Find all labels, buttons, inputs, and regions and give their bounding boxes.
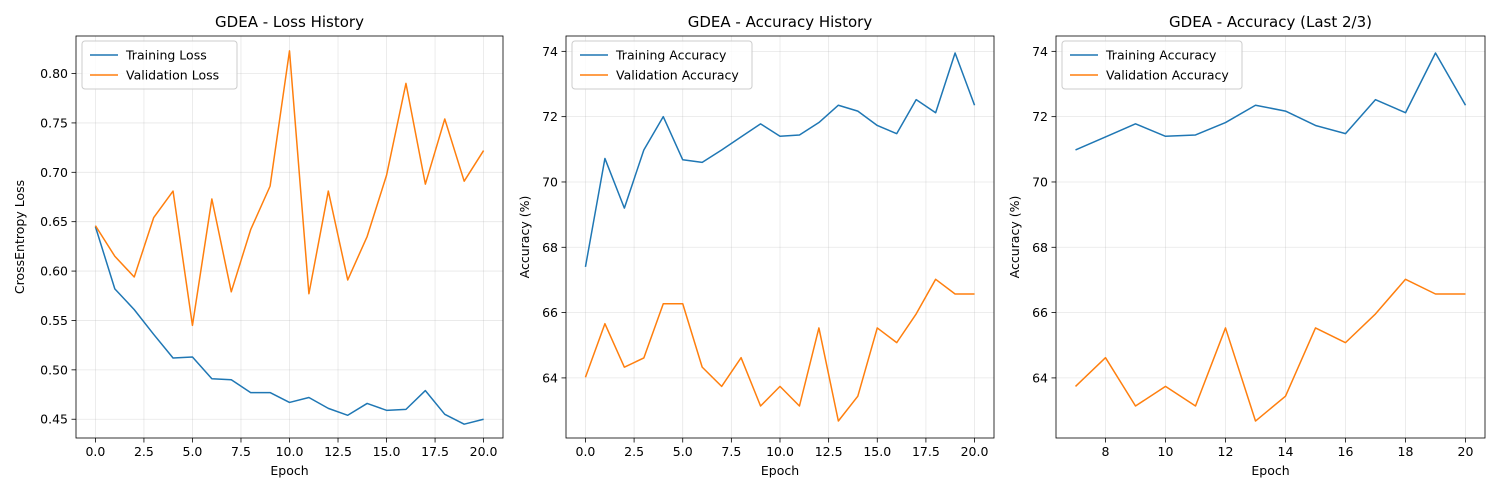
legend: Training Accuracy Validation Accuracy bbox=[571, 40, 753, 90]
y-tick-label: 64 bbox=[542, 370, 558, 385]
legend-label: Training Loss bbox=[125, 48, 207, 63]
x-tick-label: 14 bbox=[1278, 444, 1294, 459]
x-axis-label: Epoch bbox=[270, 463, 308, 478]
y-tick-label: 66 bbox=[542, 305, 558, 320]
x-tick-label: 7.5 bbox=[721, 444, 741, 459]
y-tick-label: 0.45 bbox=[40, 412, 68, 427]
x-tick-label: 5.0 bbox=[673, 444, 693, 459]
x-tick-label: 7.5 bbox=[231, 444, 251, 459]
x-tick-label: 15.0 bbox=[863, 444, 891, 459]
x-tick-label: 15.0 bbox=[373, 444, 401, 459]
chart-title: GDEA - Accuracy (Last 2/3) bbox=[1169, 13, 1372, 31]
x-tick-label: 5.0 bbox=[183, 444, 203, 459]
y-tick-label: 0.60 bbox=[40, 264, 68, 279]
y-tick-label: 66 bbox=[1032, 305, 1048, 320]
series-line-training-accuracy bbox=[1075, 52, 1467, 151]
x-tick-label: 2.5 bbox=[134, 444, 154, 459]
legend-label: Training Accuracy bbox=[1105, 48, 1217, 63]
series-line-validation-loss bbox=[94, 50, 485, 327]
series-line-training-loss bbox=[94, 226, 484, 425]
plot-frame bbox=[1055, 35, 1486, 439]
x-tick-label: 10.0 bbox=[766, 444, 794, 459]
chart-title: GDEA - Accuracy History bbox=[688, 13, 873, 31]
y-tick-label: 0.75 bbox=[40, 115, 68, 130]
y-tick-label: 0.80 bbox=[40, 66, 68, 81]
y-tick-label: 68 bbox=[1032, 240, 1048, 255]
legend: Training Loss Validation Loss bbox=[81, 40, 238, 90]
x-tick-label: 12 bbox=[1218, 444, 1234, 459]
x-tick-label: 20.0 bbox=[470, 444, 498, 459]
x-tick-label: 0.0 bbox=[576, 444, 596, 459]
x-tick-label: 10 bbox=[1158, 444, 1174, 459]
x-tick-label: 0.0 bbox=[85, 444, 105, 459]
legend-box bbox=[1061, 40, 1243, 90]
y-tick-label: 68 bbox=[542, 240, 558, 255]
chart-panel-2: 0.0 2.5 5.0 7.5 10.0 12.5 15.0 17.5 20.0 64 66 68 70… bbox=[517, 13, 995, 478]
x-tick-label: 20.0 bbox=[961, 444, 989, 459]
x-tick-label: 17.5 bbox=[421, 444, 449, 459]
chart-panel-1: 0.0 2.5 5.0 7.5 10.0 12.5 15.0 17.5 20.0 0.45 0.50… bbox=[12, 13, 504, 478]
legend-box bbox=[81, 40, 238, 90]
legend-label: Validation Accuracy bbox=[1106, 68, 1229, 83]
y-axis-label: CrossEntropy Loss bbox=[12, 180, 27, 294]
legend-label: Validation Accuracy bbox=[616, 68, 739, 83]
x-tick-label: 8 bbox=[1102, 444, 1110, 459]
series-line-validation-accuracy bbox=[1074, 278, 1466, 422]
y-tick-label: 0.70 bbox=[40, 165, 68, 180]
series-line-training-accuracy bbox=[584, 52, 976, 268]
x-tick-label: 18 bbox=[1398, 444, 1414, 459]
x-tick-label: 12.5 bbox=[324, 444, 352, 459]
x-axis-label: Epoch bbox=[761, 463, 799, 478]
series-line-validation-accuracy bbox=[584, 278, 975, 422]
chart-title: GDEA - Loss History bbox=[215, 13, 364, 31]
y-tick-label: 70 bbox=[542, 174, 558, 189]
chart-panel-3: 8 10 12 14 16 18 20 64 66 68 70 72 74 GDEA - Accuracy… bbox=[1007, 13, 1486, 478]
legend: Training Accuracy Validation Accuracy bbox=[1061, 40, 1243, 90]
x-tick-label: 12.5 bbox=[815, 444, 843, 459]
y-tick-label: 64 bbox=[1032, 370, 1048, 385]
y-tick-label: 0.55 bbox=[40, 313, 68, 328]
y-tick-label: 0.65 bbox=[40, 214, 68, 229]
x-tick-label: 10.0 bbox=[276, 444, 304, 459]
y-tick-label: 70 bbox=[1032, 174, 1048, 189]
y-tick-label: 74 bbox=[542, 44, 558, 59]
x-tick-label: 16 bbox=[1338, 444, 1354, 459]
y-tick-label: 72 bbox=[1032, 109, 1048, 124]
y-axis-label: Accuracy (%) bbox=[517, 196, 532, 279]
x-axis-label: Epoch bbox=[1251, 463, 1289, 478]
y-tick-label: 0.50 bbox=[40, 362, 68, 377]
y-tick-label: 74 bbox=[1032, 44, 1048, 59]
legend-label: Validation Loss bbox=[126, 68, 219, 83]
x-tick-label: 17.5 bbox=[912, 444, 940, 459]
y-axis-label: Accuracy (%) bbox=[1007, 196, 1022, 279]
x-tick-label: 20 bbox=[1458, 444, 1474, 459]
legend-label: Training Accuracy bbox=[615, 48, 727, 63]
x-tick-label: 2.5 bbox=[624, 444, 644, 459]
legend-box bbox=[571, 40, 753, 90]
y-tick-label: 72 bbox=[542, 109, 558, 124]
